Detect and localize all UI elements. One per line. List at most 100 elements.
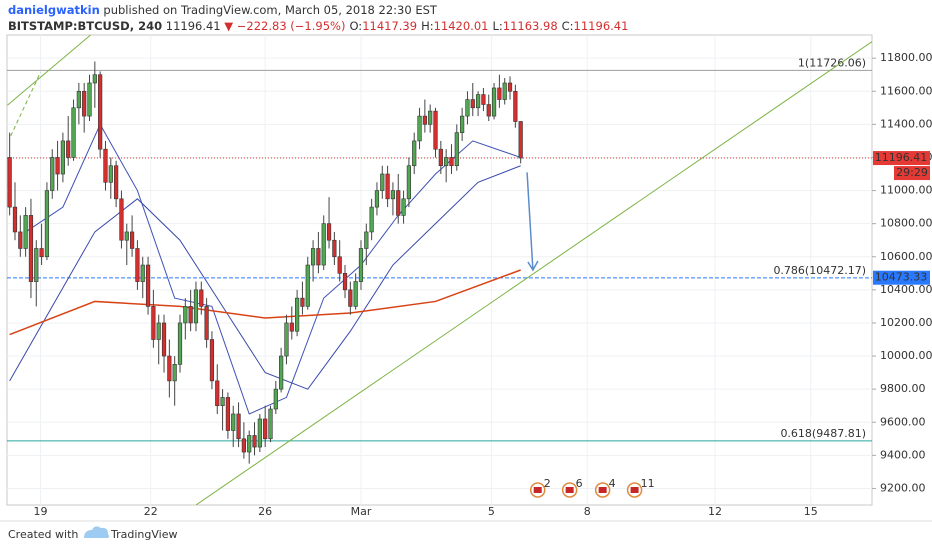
candle-body — [289, 322, 294, 332]
last-price-box — [873, 151, 930, 166]
candle-body — [204, 306, 209, 340]
candle-body — [87, 82, 92, 117]
candle-body — [231, 413, 236, 431]
y-tick-label: 11000.00 — [880, 184, 932, 197]
candle-body — [497, 87, 502, 100]
candle-body — [193, 289, 199, 324]
candle-body — [124, 231, 129, 241]
candle-body — [50, 157, 55, 191]
candle-body — [401, 198, 406, 216]
header-line: danielgwatkin published on TradingView.c… — [8, 3, 438, 17]
candle-body — [305, 264, 310, 307]
last: 11196.41 — [166, 19, 221, 33]
ohlc-value: 11420.01 — [434, 19, 489, 33]
footer-created: Created with — [8, 528, 78, 541]
x-tick-label: 8 — [584, 505, 591, 518]
ohlc-key: C: — [562, 19, 574, 33]
candle-body — [460, 115, 465, 133]
candle-body — [284, 322, 289, 357]
candle-body — [103, 148, 108, 183]
event-flag — [598, 487, 607, 493]
fib-label: 0.786(10472.17) — [773, 264, 866, 277]
y-tick-label: 9800.00 — [880, 382, 926, 395]
candle-body — [76, 90, 81, 109]
candle-body — [279, 355, 284, 390]
x-tick-label: 5 — [488, 505, 495, 518]
candle-body — [310, 248, 316, 266]
published: published on TradingView.com, March 05, … — [103, 3, 437, 17]
y-tick-label: 10000.00 — [880, 349, 932, 362]
candle-body — [82, 90, 87, 117]
y-tick-label: 10600.00 — [880, 250, 932, 263]
candle-body — [481, 94, 486, 105]
event-count: 11 — [641, 477, 655, 490]
candle-body — [215, 380, 220, 407]
candle-body — [119, 198, 124, 241]
candle-body — [188, 306, 193, 324]
event-flag — [533, 487, 542, 493]
candle-body — [241, 438, 246, 453]
candle-body — [475, 94, 481, 109]
candle-body — [183, 306, 188, 324]
y-tick-label: 11400.00 — [880, 117, 932, 130]
event-flag — [565, 487, 574, 493]
fib-label: 1(11726.06) — [798, 56, 866, 69]
candle-body — [18, 231, 23, 249]
trendline — [7, 35, 91, 106]
candle-body — [108, 165, 113, 183]
marker-price-box — [873, 270, 930, 285]
candle-body — [7, 157, 12, 208]
x-tick-label: Mar — [351, 505, 372, 518]
candle-body — [252, 435, 257, 448]
y-tick-label: 9200.00 — [880, 481, 926, 494]
footer-brand[interactable]: TradingView — [110, 528, 177, 541]
y-tick-label: 9600.00 — [880, 415, 926, 428]
candle-body — [396, 190, 401, 216]
y-tick-label: 11800.00 — [880, 51, 932, 64]
candle-body — [513, 90, 518, 122]
candle-body — [39, 248, 44, 258]
candle-body — [156, 322, 161, 340]
candle-body — [502, 82, 507, 100]
marker-price-label: 10473.33 — [875, 271, 928, 284]
x-tick-label: 12 — [708, 505, 722, 518]
candle-body — [23, 215, 28, 249]
candle-body — [326, 223, 332, 241]
brand-logo — [84, 526, 110, 538]
moving-average — [9, 165, 521, 390]
candle-body — [337, 256, 342, 274]
candle-body — [273, 388, 278, 410]
candle-body — [486, 104, 491, 117]
candle-body — [433, 110, 438, 150]
symbol: BITSTAMP:BTCUSD, 240 — [8, 19, 162, 33]
candle-body — [422, 115, 427, 125]
ohlc-key: O: — [349, 19, 362, 33]
candle-body — [145, 264, 151, 307]
arrow — [526, 172, 534, 271]
y-tick-label: 11600.00 — [880, 84, 932, 97]
candle-body — [300, 297, 305, 307]
candle-body — [268, 408, 273, 440]
x-tick-label: 15 — [804, 505, 818, 518]
last-price-label: 11196.41 — [875, 151, 928, 164]
author[interactable]: danielgwatkin — [8, 3, 100, 17]
symbol-line: BITSTAMP:BTCUSD, 240 11196.41 ▼ −222.83 … — [8, 19, 628, 33]
dashed-trendline — [10, 72, 41, 137]
candle-body — [470, 99, 475, 109]
candle-body — [380, 173, 385, 191]
candle-body — [220, 397, 225, 407]
candle-body — [151, 306, 156, 340]
candle-body — [161, 322, 167, 357]
countdown: 29:29 — [896, 166, 928, 179]
event-count: 2 — [544, 477, 551, 490]
candle-body — [209, 339, 215, 382]
candle-body — [438, 148, 443, 167]
candle-body — [34, 248, 39, 282]
ohlc-value: 11196.41 — [574, 19, 629, 33]
candle-body — [332, 239, 337, 258]
candle-body — [263, 418, 268, 440]
arrow-head — [527, 260, 539, 272]
candle-body — [369, 206, 374, 233]
pane — [6, 34, 873, 506]
